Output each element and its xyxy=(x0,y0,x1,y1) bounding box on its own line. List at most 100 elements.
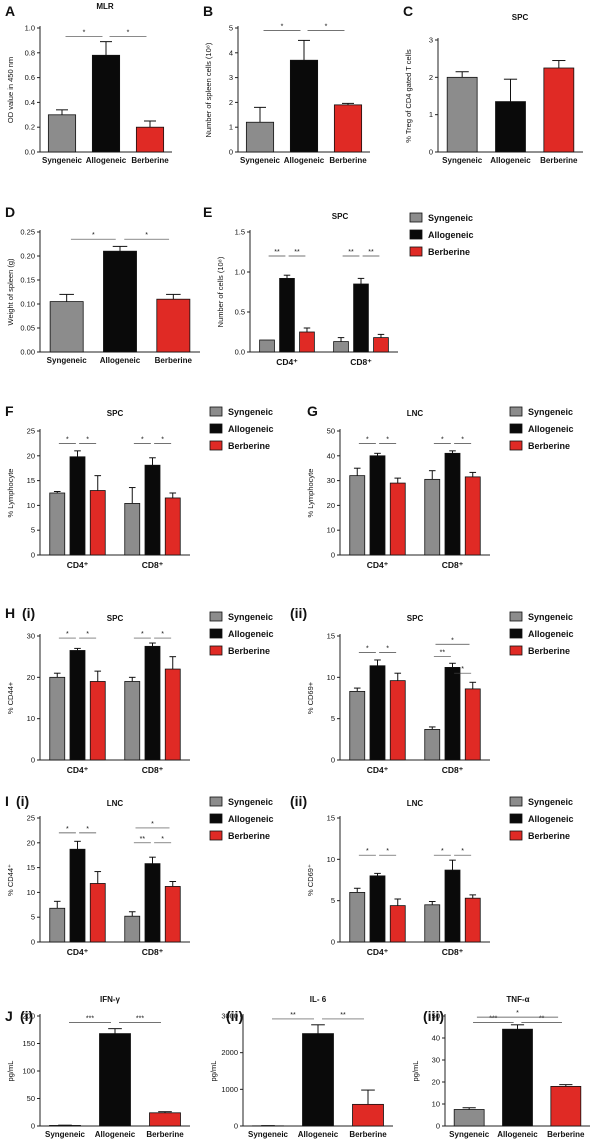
chart-title: SPC xyxy=(407,614,424,623)
y-tick-label: 15 xyxy=(27,863,35,872)
panel-Jiii: (iii) TNF-α 0 10 20 30 40 50 pg/mL Syngeneic Allog… xyxy=(411,995,590,1139)
bar-allogeneic xyxy=(69,848,86,943)
y-tick-label: 0 xyxy=(229,148,233,157)
x-tick-label: Berberine xyxy=(540,156,578,165)
x-tick-label: Berberine xyxy=(155,356,193,365)
legend: Syngeneic Allogeneic Berberine xyxy=(209,406,274,451)
bar-berberine xyxy=(352,1103,384,1127)
bar-allogeneic xyxy=(279,277,295,353)
bar-allogeneic xyxy=(144,645,161,761)
y-tick-label: 5 xyxy=(31,913,35,922)
significance-label: * xyxy=(83,30,86,37)
chart-title: LNC xyxy=(107,799,124,808)
y-tick-label: 10 xyxy=(27,888,35,897)
legend-label: Syngeneic xyxy=(228,612,273,622)
legend-label: Allogeneic xyxy=(528,814,574,824)
group-label: CD8⁺ xyxy=(142,947,164,957)
y-tick-label: 0.10 xyxy=(20,300,35,309)
legend-label: Berberine xyxy=(428,247,470,257)
y-tick-label: 10 xyxy=(432,1100,440,1109)
bar-allogeneic xyxy=(289,59,319,153)
y-tick-label: 200 xyxy=(22,1012,35,1021)
significance-label: ** xyxy=(340,1012,346,1019)
legend-label: Berberine xyxy=(228,441,270,451)
bar-allogeneic xyxy=(495,101,526,153)
bar-allogeneic xyxy=(353,283,369,353)
legend-label: Syngeneic xyxy=(528,407,573,417)
bar-allogeneic xyxy=(99,1033,131,1127)
bar-syngeneic xyxy=(349,475,366,556)
significance-label: * xyxy=(127,30,130,37)
significance-label: * xyxy=(141,631,144,638)
legend-swatch xyxy=(509,423,523,434)
legend-label: Berberine xyxy=(528,831,570,841)
y-axis-label: % CD69⁺ xyxy=(306,864,315,896)
bar-berberine xyxy=(164,497,181,556)
y-tick-label: 25 xyxy=(27,427,35,436)
significance-label: * xyxy=(461,666,464,673)
panel-subtitle: (i) xyxy=(20,1008,33,1024)
significance-label: * xyxy=(366,436,369,443)
legend-swatch xyxy=(209,813,223,824)
x-tick-label: Syngeneic xyxy=(248,1130,289,1139)
bar-syngeneic xyxy=(446,76,478,153)
significance-label: ** xyxy=(539,1016,545,1023)
bar-berberine xyxy=(550,1086,582,1127)
panel-B: B 0 1 2 3 4 5 Number of spleen cells (10⁸) Synge… xyxy=(203,3,370,165)
legend-swatch xyxy=(409,246,423,257)
y-tick-label: 2 xyxy=(229,98,233,107)
legend-label: Allogeneic xyxy=(228,629,274,639)
bar-berberine xyxy=(333,104,363,153)
y-tick-label: 10 xyxy=(327,855,335,864)
y-tick-label: 40 xyxy=(327,451,335,460)
x-tick-label: Allogeneic xyxy=(100,356,141,365)
legend: Syngeneic Allogeneic Berberine xyxy=(509,796,574,841)
bar-syngeneic xyxy=(333,341,349,353)
x-tick-label: Berberine xyxy=(329,156,367,165)
panel-label: H xyxy=(5,605,15,621)
group-label: CD8⁺ xyxy=(442,765,464,775)
chart-title: SPC xyxy=(107,409,124,418)
legend-label: Syngeneic xyxy=(228,797,273,807)
y-tick-label: 1 xyxy=(229,123,233,132)
bar-berberine xyxy=(389,905,406,943)
y-tick-label: 0.00 xyxy=(20,348,35,357)
y-tick-label: 0 xyxy=(331,938,335,947)
significance-label: * xyxy=(66,631,69,638)
y-tick-label: 3 xyxy=(429,36,433,45)
significance-label: ** xyxy=(290,1012,296,1019)
y-axis-label: Number of spleen cells (10⁸) xyxy=(204,42,213,137)
y-tick-label: 20 xyxy=(27,673,35,682)
significance-label: * xyxy=(66,436,69,443)
bar-syngeneic xyxy=(124,503,141,556)
significance-label: *** xyxy=(86,1016,94,1023)
legend-swatch xyxy=(409,212,423,223)
chart-title: TNF-α xyxy=(506,995,529,1004)
y-tick-label: 0.0 xyxy=(235,348,245,357)
panel-label: B xyxy=(203,3,213,19)
bar-syngeneic xyxy=(453,1109,485,1127)
legend-label: Syngeneic xyxy=(228,407,273,417)
panel-label: A xyxy=(5,3,15,19)
panel-Ji: J (i) IFN-γ 0 50 100 150 200 pg/mL Syngeneic Allog… xyxy=(5,995,190,1139)
y-tick-label: 25 xyxy=(27,814,35,823)
significance-label: * xyxy=(145,232,148,239)
bar-syngeneic xyxy=(424,478,441,556)
legend-swatch xyxy=(209,796,223,807)
panel-label: D xyxy=(5,204,15,220)
panel-Hi: H (i) SPC 0 10 20 30 % CD44+ CD4⁺ CD8⁺ * * * * Syngene… xyxy=(5,605,274,775)
y-tick-label: 0 xyxy=(31,551,35,560)
bar-allogeneic xyxy=(302,1033,334,1127)
group-label: CD4⁺ xyxy=(67,560,89,570)
group-label: CD4⁺ xyxy=(367,765,389,775)
y-axis-label: % CD44⁺ xyxy=(6,864,15,896)
bar-allogeneic xyxy=(502,1028,533,1127)
bar-berberine xyxy=(543,67,575,153)
y-tick-label: 100 xyxy=(22,1067,35,1076)
x-tick-label: Syngeneic xyxy=(47,356,88,365)
bar-berberine xyxy=(89,681,106,761)
significance-label: ** xyxy=(368,249,374,256)
legend-label: Syngeneic xyxy=(528,612,573,622)
y-tick-label: 50 xyxy=(327,427,335,436)
y-tick-label: 20 xyxy=(27,451,35,460)
